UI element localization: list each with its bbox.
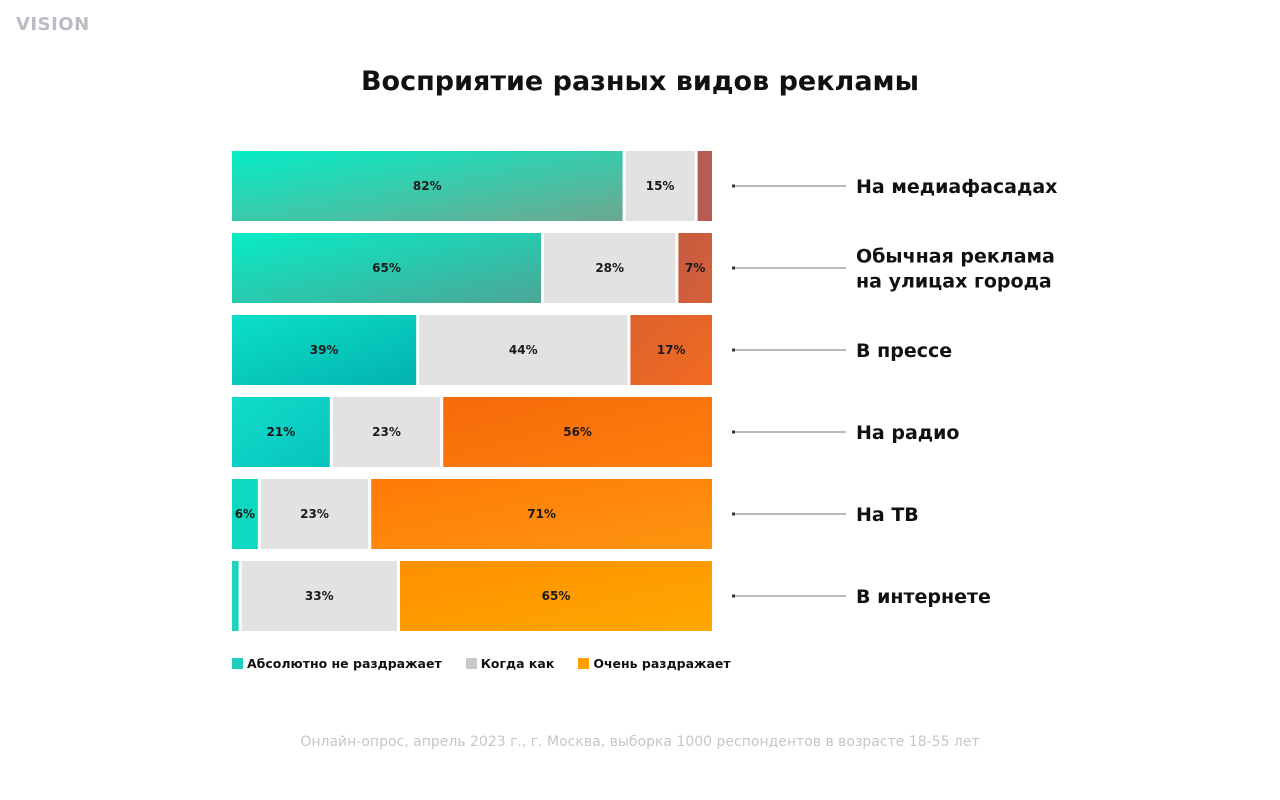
sometimes-segment — [260, 479, 369, 549]
legend-swatch-annoyed — [578, 658, 590, 669]
connector-dot — [732, 512, 735, 516]
footnote: Онлайн-опрос, апрель 2023 г., г. Москва,… — [300, 734, 980, 750]
category-label: На ТВ — [856, 504, 919, 526]
annoyed-segment — [697, 151, 712, 221]
sometimes-segment — [332, 397, 441, 467]
segment-value-label: 71% — [527, 507, 556, 521]
annoyed-segment — [371, 479, 712, 549]
legend: Абсолютно не раздражает Когда как Очень … — [232, 656, 731, 671]
legend-label-calm: Абсолютно не раздражает — [247, 656, 442, 671]
segment-value-label: 82% — [413, 179, 442, 193]
bars-layer — [232, 151, 712, 631]
connector-dot — [732, 594, 735, 598]
connector-dot — [732, 184, 735, 188]
sometimes-segment — [241, 561, 397, 631]
category-label: На медиафасадах — [856, 176, 1057, 198]
brand-logo: VISION — [16, 14, 90, 35]
calm-segment — [232, 561, 239, 631]
segment-value-label: 33% — [305, 589, 334, 603]
segment-value-label: 23% — [372, 425, 401, 439]
legend-label-sometimes: Когда как — [480, 656, 555, 671]
segment-value-label: 21% — [267, 425, 296, 439]
legend-item-calm: Абсолютно не раздражает — [232, 656, 442, 671]
category-label: На радио — [856, 422, 959, 444]
legend-swatch-sometimes — [465, 658, 477, 669]
segment-value-label: 23% — [300, 507, 329, 521]
connector-dot — [732, 266, 735, 270]
category-label: В прессе — [856, 340, 952, 362]
legend-label-annoyed: Очень раздражает — [593, 656, 731, 671]
segment-value-label: 15% — [646, 179, 675, 193]
annoyed-segment — [443, 397, 712, 467]
segment-value-label: 65% — [542, 589, 571, 603]
segment-value-label: 7% — [685, 261, 705, 275]
segment-value-label: 17% — [657, 343, 686, 357]
sometimes-segment — [625, 151, 695, 221]
segment-value-label: 44% — [509, 343, 538, 357]
sometimes-segment — [419, 315, 628, 385]
calm-segment — [232, 315, 417, 385]
labels-layer: 82% 15% На медиафасадах 65% 28% 7% Обычная рек… — [235, 176, 1058, 608]
annoyed-segment — [630, 315, 712, 385]
category-label: Обычная реклама на улицах города — [856, 246, 1055, 293]
legend-swatch-calm — [232, 658, 243, 669]
segment-value-label: 28% — [595, 261, 624, 275]
connector-dot — [732, 348, 735, 352]
calm-segment — [232, 479, 258, 549]
annoyed-segment — [400, 561, 712, 631]
category-label: В интернете — [856, 586, 991, 608]
calm-segment — [232, 233, 541, 303]
calm-segment — [232, 151, 623, 221]
segment-value-label: 6% — [235, 507, 255, 521]
legend-item-annoyed: Очень раздражает — [578, 656, 731, 671]
connector-dot — [732, 430, 735, 434]
segment-value-label: 65% — [372, 261, 401, 275]
segment-value-label: 56% — [563, 425, 592, 439]
chart-title: Восприятие разных видов рекламы — [360, 66, 920, 97]
calm-segment — [232, 397, 330, 467]
legend-item-sometimes: Когда как — [465, 656, 555, 671]
annoyed-segment — [678, 233, 712, 303]
sometimes-segment — [544, 233, 676, 303]
segment-value-label: 39% — [310, 343, 339, 357]
